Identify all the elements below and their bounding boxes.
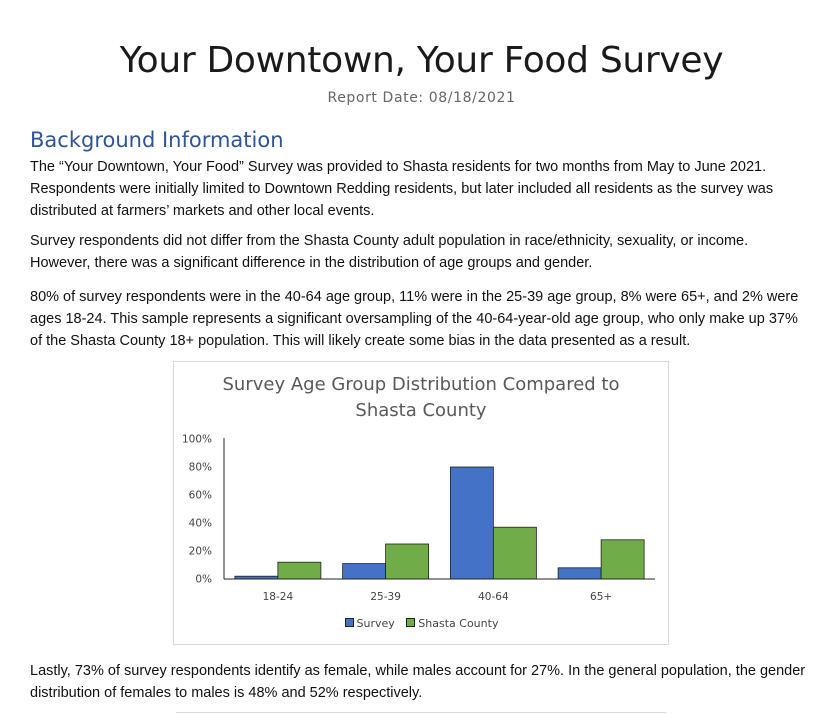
- y-tick-label: 40%: [189, 518, 212, 530]
- section-heading: Background Information: [30, 128, 284, 152]
- y-tick-label: 20%: [189, 546, 212, 558]
- next-chart-border: [176, 712, 666, 713]
- paragraph-age-groups: 80% of survey respondents were in the 40…: [30, 289, 799, 349]
- age-distribution-chart: Survey Age Group Distribution Compared t…: [173, 361, 669, 645]
- bar-survey-25-39: [342, 563, 387, 580]
- y-tick-label: 80%: [189, 462, 212, 474]
- bar-shasta-county-40-64: [492, 526, 537, 580]
- chart-title-line-1: Survey Age Group Distribution Compared t…: [222, 374, 620, 395]
- paragraph-demographics: Survey respondents did not differ from t…: [30, 233, 749, 271]
- legend-label-shasta-county: Shasta County: [418, 617, 499, 630]
- y-tick-label: 60%: [189, 490, 212, 502]
- chart-title-line-2: Shasta County: [355, 400, 487, 421]
- legend-label-survey: Survey: [356, 617, 395, 630]
- x-tick-label: 40-64: [478, 591, 509, 603]
- bar-shasta-county-18-24: [277, 561, 322, 580]
- bar-survey-65+: [557, 567, 602, 580]
- chart-title: Survey Age Group Distribution Compared t…: [174, 372, 668, 424]
- x-tick-label: 65+: [590, 591, 612, 603]
- y-tick-label: 0%: [195, 574, 212, 586]
- page-title: Your Downtown, Your Food Survey: [119, 40, 724, 81]
- legend-swatch-shasta-county: [406, 618, 416, 627]
- bar-shasta-county-25-39: [385, 543, 430, 580]
- legend-item-survey: Survey: [344, 617, 395, 630]
- paragraph-survey-overview: The “Your Downtown, Your Food” Survey wa…: [30, 159, 774, 219]
- bar-survey-40-64: [449, 466, 494, 580]
- report-date: Report Date: 08/18/2021: [327, 90, 516, 106]
- y-tick-label: 100%: [182, 434, 212, 446]
- legend-item-shasta-county: Shasta County: [406, 617, 498, 630]
- bar-shasta-county-65+: [600, 539, 645, 580]
- paragraph-gender: Lastly, 73% of survey respondents identi…: [30, 663, 806, 701]
- x-tick-label: 25-39: [370, 591, 401, 603]
- x-tick-label: 18-24: [263, 591, 294, 603]
- legend-swatch-survey: [344, 618, 354, 627]
- chart-legend: Survey Shasta County: [0, 617, 821, 630]
